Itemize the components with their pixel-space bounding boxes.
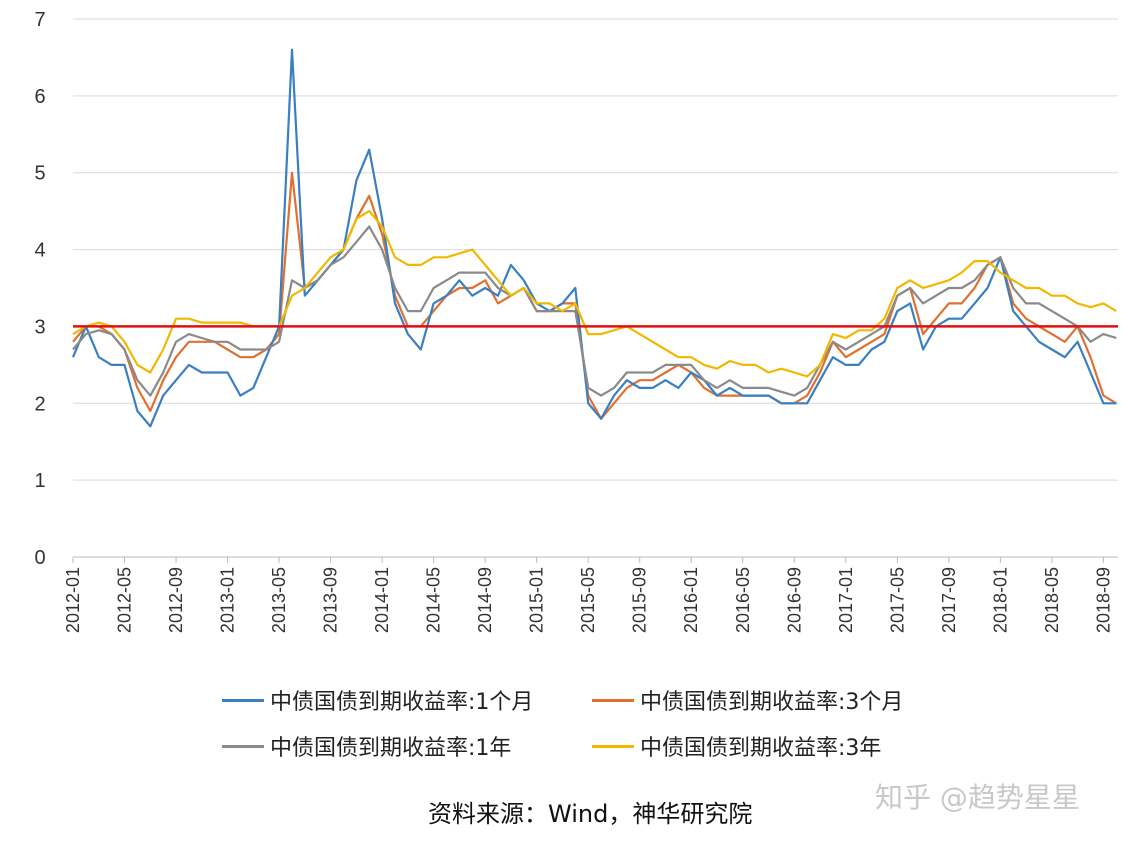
x-tick-label: 2016-01 [681,567,701,633]
legend-item: 中债国债到期收益率:1个月 [222,684,533,716]
legend-label: 中债国债到期收益率:3年 [640,736,882,761]
legend-swatch [592,744,634,748]
legend-item: 中债国债到期收益率:3个月 [592,684,903,716]
x-tick-label: 2012-09 [166,567,186,633]
x-tick-label: 2015-01 [527,567,547,633]
x-tick-label: 2016-05 [733,567,753,633]
legend-item: 中债国债到期收益率:3年 [592,730,881,762]
x-tick-label: 2015-05 [578,567,598,633]
y-tick-label: 0 [34,547,45,569]
legend-label: 中债国债到期收益率:3个月 [640,690,904,715]
series-line [72,225,1117,397]
series-line [71,48,1117,428]
legend-swatch [222,698,264,702]
watermark: 知乎 @趋势星星 [875,781,1080,814]
x-tick-label: 2015-09 [630,567,650,633]
x-tick-label: 2014-05 [424,567,444,633]
y-tick-label: 3 [34,316,45,338]
source-note: 资料来源：Wind，神华研究院 [428,800,753,828]
legend-swatch [592,698,634,702]
y-tick-label: 5 [34,163,45,185]
x-tick-label: 2014-01 [372,567,392,633]
x-tick-label: 2016-09 [784,567,804,633]
y-tick-label: 4 [34,240,45,262]
x-tick-label: 2017-01 [836,567,856,633]
x-tick-label: 2013-01 [218,567,238,633]
legend-item: 中债国债到期收益率:1年 [222,730,511,762]
legend-swatch [222,744,264,748]
y-tick-label: 6 [34,86,45,108]
y-tick-label: 1 [34,470,45,492]
y-tick-label: 7 [34,9,45,31]
x-tick-label: 2018-01 [990,567,1010,633]
x-tick-label: 2014-09 [475,567,495,633]
x-tick-label: 2018-09 [1093,567,1113,633]
x-tick-label: 2013-09 [321,567,341,633]
x-tick-label: 2012-05 [115,567,135,633]
series-line [72,171,1117,420]
series-line [72,210,1117,378]
legend-label: 中债国债到期收益率:1个月 [270,690,534,715]
legend-label: 中债国债到期收益率:1年 [270,736,512,761]
x-tick-label: 2017-09 [939,567,959,633]
y-tick-label: 2 [34,393,45,415]
x-tick-label: 2013-05 [269,567,289,633]
x-tick-label: 2012-01 [63,567,83,633]
x-tick-label: 2018-05 [1042,567,1062,633]
x-tick-label: 2017-05 [887,567,907,633]
